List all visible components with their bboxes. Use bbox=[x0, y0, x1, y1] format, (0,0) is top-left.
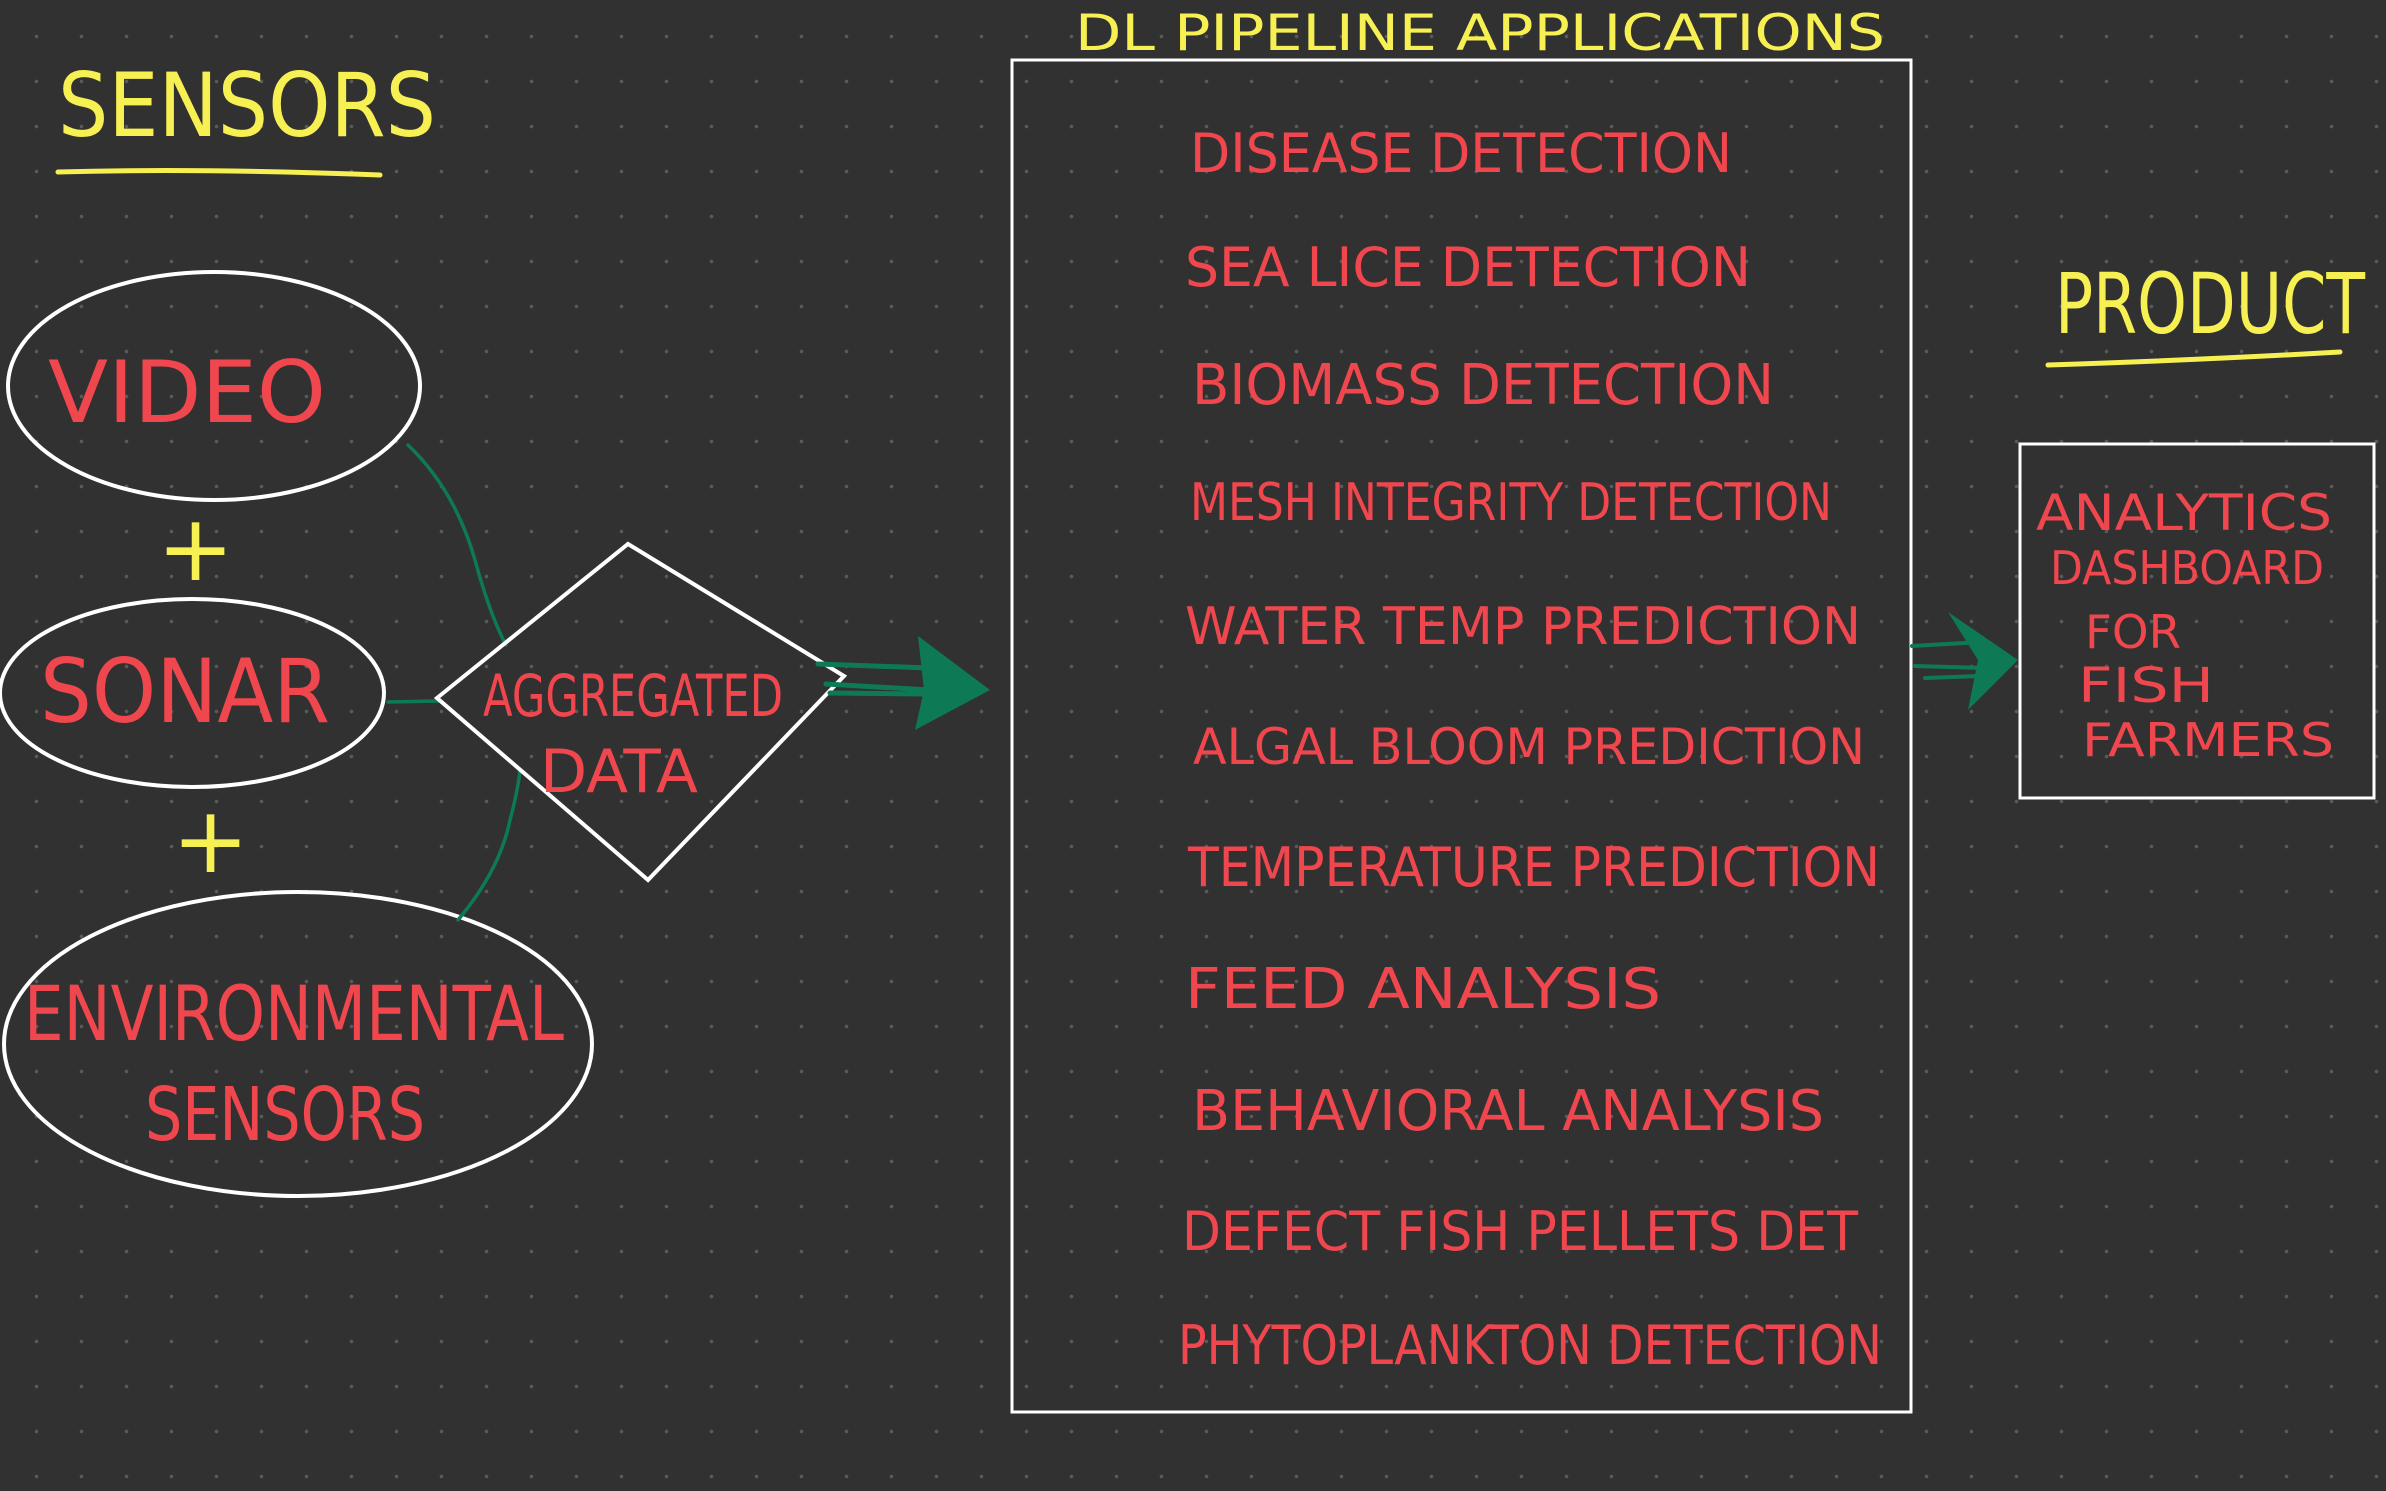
environmental-sensors-node: ENVIRONMENTAL SENSORS bbox=[2, 890, 594, 1198]
product-description: ANALYTICS DASHBOARD FOR FISH FARMERS bbox=[2036, 484, 2334, 767]
video-node: VIDEO bbox=[6, 270, 422, 502]
environmental-label-line2: SENSORS bbox=[145, 1072, 425, 1158]
product-line: FARMERS bbox=[2082, 713, 2334, 767]
application-item: SEA LICE DETECTION bbox=[1185, 236, 1751, 299]
application-item: DEFECT FISH PELLETS DET bbox=[1182, 1200, 1859, 1263]
environmental-label-line1: ENVIRONMENTAL bbox=[24, 969, 564, 1058]
sonar-node: SONAR bbox=[0, 597, 386, 789]
product-box bbox=[2018, 442, 2376, 800]
application-item: PHYTOPLANKTON DETECTION bbox=[1178, 1314, 1882, 1377]
aggregated-label-line2: DATA bbox=[540, 737, 698, 807]
aggregated-diamond bbox=[433, 541, 848, 883]
product-line: FOR bbox=[2085, 605, 2181, 659]
arrow-head bbox=[915, 636, 990, 730]
applications-list: DISEASE DETECTION SEA LICE DETECTION BIO… bbox=[1178, 122, 1882, 1377]
video-ellipse bbox=[6, 270, 422, 502]
application-item: MESH INTEGRITY DETECTION bbox=[1190, 473, 1832, 533]
plus-sign-2: + bbox=[172, 787, 249, 894]
application-item: BEHAVIORAL ANALYSIS bbox=[1192, 1079, 1824, 1144]
sonar-ellipse bbox=[0, 597, 386, 789]
aggregated-label-line1: AGGREGATED bbox=[483, 662, 783, 730]
sensors-heading: SENSORS bbox=[58, 54, 436, 157]
application-item: WATER TEMP PREDICTION bbox=[1185, 597, 1861, 657]
application-item: FEED ANALYSIS bbox=[1185, 957, 1661, 1022]
arrow-head bbox=[1948, 612, 2018, 710]
environmental-ellipse bbox=[2, 890, 594, 1198]
product-line: DASHBOARD bbox=[2050, 541, 2324, 595]
application-item: DISEASE DETECTION bbox=[1190, 122, 1732, 185]
aggregated-data-node: AGGREGATED DATA bbox=[433, 541, 848, 883]
aggregated-to-pipeline-arrow bbox=[815, 636, 990, 730]
video-to-aggregated-connector bbox=[406, 443, 508, 647]
sensors-heading-underline bbox=[55, 168, 383, 178]
product-line: FISH bbox=[2078, 658, 2214, 714]
sonar-label: SONAR bbox=[40, 640, 330, 743]
application-item: BIOMASS DETECTION bbox=[1192, 353, 1774, 418]
application-item: ALGAL BLOOM PREDICTION bbox=[1193, 718, 1865, 776]
product-line: ANALYTICS bbox=[2036, 484, 2332, 542]
application-item: TEMPERATURE PREDICTION bbox=[1187, 836, 1880, 899]
product-heading-underline bbox=[2045, 349, 2343, 368]
sonar-to-aggregated-connector bbox=[386, 699, 440, 704]
arrow-shaft bbox=[815, 661, 933, 697]
environmental-to-aggregated-connector bbox=[456, 768, 522, 922]
video-label: VIDEO bbox=[48, 343, 326, 443]
pipeline-box bbox=[1010, 58, 1913, 1414]
pipeline-to-product-arrow bbox=[1910, 612, 2018, 710]
product-heading: PRODUCT bbox=[2055, 255, 2366, 353]
pipeline-heading: DL PIPELINE APPLICATIONS bbox=[1075, 4, 1885, 62]
plus-sign-1: + bbox=[157, 495, 234, 602]
sensor-connectors bbox=[386, 443, 522, 922]
